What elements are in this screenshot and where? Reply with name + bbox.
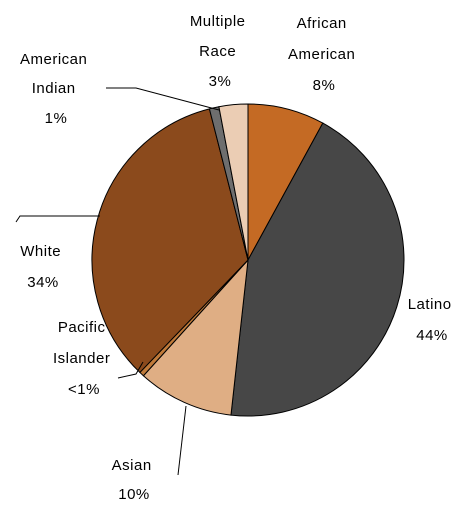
leader-asian — [177, 405, 187, 476]
slice-multiple-race — [218, 103, 249, 261]
slice-asian — [142, 258, 249, 416]
label-pacific-islander: Pacific Islander <1% — [53, 319, 115, 398]
label-african-american: African American 8% — [288, 15, 360, 94]
leader-american-indian — [106, 87, 220, 111]
leader-pacific-islander — [117, 361, 144, 379]
pie-slices — [91, 103, 405, 417]
label-multiple-race: Multiple Race 3% — [190, 13, 250, 90]
leader-white — [15, 215, 100, 223]
label-american-indian: American Indian 1% — [20, 51, 92, 127]
label-asian: Asian 10% — [112, 457, 157, 503]
label-white: White 34% — [20, 243, 66, 291]
slice-latino — [230, 122, 405, 417]
label-latino: Latino 44% — [408, 296, 457, 344]
slice-white — [91, 108, 249, 374]
leader-lines — [15, 87, 220, 476]
